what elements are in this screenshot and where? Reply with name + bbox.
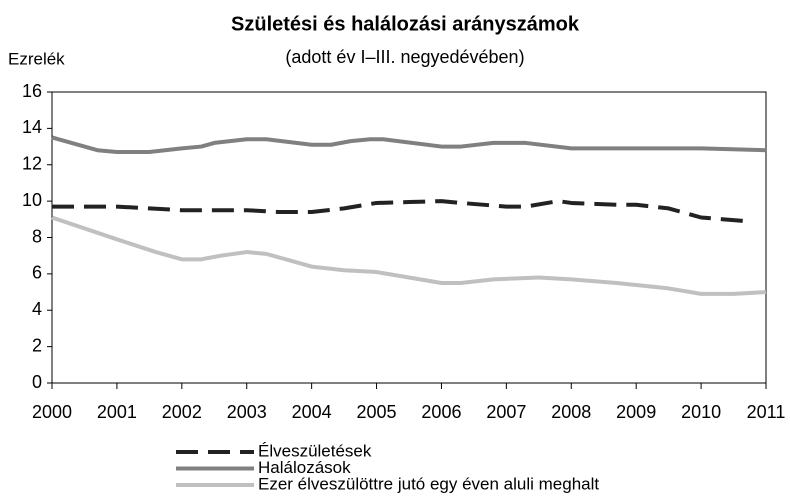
series-line [51, 135, 767, 155]
x-tick-label: 2002 [162, 402, 202, 422]
series-line [51, 215, 767, 296]
y-tick-label: 12 [22, 154, 42, 174]
y-axis-label: Ezrelék [8, 49, 65, 68]
x-tick-label: 2005 [357, 402, 397, 422]
y-tick-label: 0 [32, 372, 42, 392]
legend-label: Halálozások [258, 458, 351, 477]
plot-area [51, 91, 767, 384]
x-tick-label: 2008 [551, 402, 591, 422]
x-tick-label: 2011 [747, 402, 786, 422]
x-tick-label: 2010 [681, 402, 721, 422]
x-tick-label: 2004 [292, 402, 332, 422]
y-tick-label: 8 [32, 226, 42, 246]
y-tick-label: 14 [22, 117, 42, 137]
y-tick-label: 16 [22, 81, 42, 101]
legend-label: Ezer élveszülöttre jutó egy éven aluli m… [258, 474, 599, 493]
x-tick-label: 2006 [421, 402, 461, 422]
chart-title: Születési és halálozási arányszámok [231, 13, 580, 35]
x-tick-label: 2009 [616, 402, 656, 422]
x-tick-label: 2003 [227, 402, 267, 422]
series-line [52, 199, 747, 224]
y-tick-label: 10 [22, 190, 42, 210]
chart-subtitle: (adott év I–III. negyedévében) [285, 47, 524, 67]
x-tick-label: 2007 [486, 402, 526, 422]
y-tick-label: 2 [32, 335, 42, 355]
y-tick-label: 6 [32, 263, 42, 283]
y-tick-label: 4 [32, 299, 42, 319]
x-tick-label: 2001 [97, 402, 137, 422]
x-tick-label: 2000 [32, 402, 72, 422]
legend-label: Élveszületések [258, 441, 372, 460]
